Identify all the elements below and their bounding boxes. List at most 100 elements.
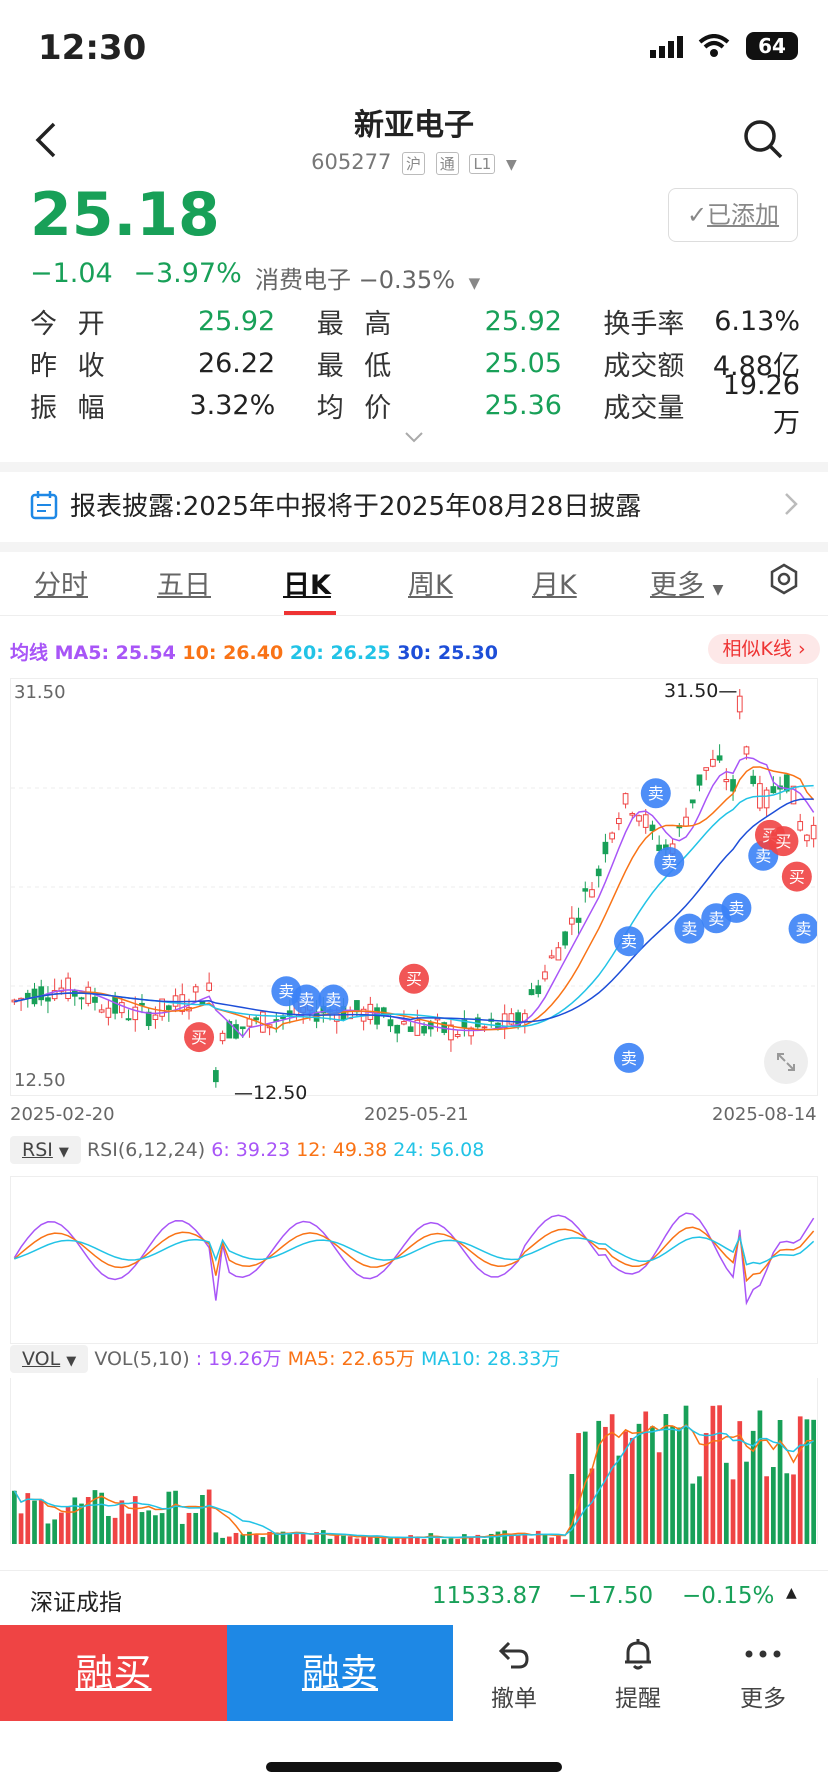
volume-bar bbox=[697, 1476, 702, 1544]
stats-row: 振 幅 3.32% 均 价 25.36 成交量 19.26万 bbox=[30, 370, 800, 439]
candle-body bbox=[145, 1011, 152, 1027]
volume-bar bbox=[415, 1536, 420, 1544]
chart-settings-icon[interactable] bbox=[768, 563, 800, 599]
tab-weekly-k[interactable]: 周K bbox=[408, 570, 453, 601]
expand-chevron-icon[interactable] bbox=[404, 428, 424, 447]
tab-intraday[interactable]: 分时 bbox=[34, 570, 88, 601]
alert-button[interactable]: 提醒 bbox=[588, 1637, 688, 1713]
volume-bar bbox=[159, 1513, 165, 1544]
volume-bar bbox=[643, 1411, 649, 1544]
candle-body bbox=[804, 834, 810, 842]
volume-bar bbox=[623, 1431, 628, 1544]
volume-bar bbox=[764, 1476, 769, 1544]
volume-bar bbox=[300, 1534, 306, 1544]
calendar-icon bbox=[30, 490, 58, 527]
rsi-selector[interactable]: RSI ▼ bbox=[10, 1136, 81, 1164]
volume-bar bbox=[683, 1405, 689, 1544]
stat-label: 振 幅 bbox=[30, 392, 111, 424]
buy-marker-label: 买 bbox=[191, 1028, 207, 1047]
volume-bar bbox=[569, 1474, 575, 1544]
candle-body bbox=[192, 986, 199, 993]
candle-body bbox=[689, 799, 696, 804]
level-tag: L1 bbox=[469, 154, 496, 174]
sector-name: 消费电子 bbox=[255, 266, 351, 294]
volume-bar bbox=[32, 1500, 37, 1544]
volume-bar bbox=[549, 1537, 555, 1544]
candle-body bbox=[743, 746, 750, 755]
wifi-icon bbox=[698, 34, 730, 62]
stock-code-row[interactable]: 605277 沪 通 L1 ▼ bbox=[0, 150, 828, 175]
volume-bar bbox=[522, 1533, 528, 1544]
volume-bar bbox=[233, 1532, 239, 1544]
candle-body bbox=[636, 815, 642, 822]
volume-bar bbox=[126, 1513, 131, 1544]
alert-label: 提醒 bbox=[615, 1686, 661, 1712]
margin-buy-button[interactable]: 融买 bbox=[0, 1625, 227, 1721]
report-notice[interactable]: 报表披露:2025年中报将于2025年08月28日披露 bbox=[0, 462, 828, 552]
search-icon[interactable] bbox=[742, 118, 784, 164]
sell-marker-label: 卖 bbox=[708, 909, 724, 928]
tab-more[interactable]: 更多 ▼ bbox=[650, 563, 723, 602]
sector-link[interactable]: 消费电子 −0.35% ▼ bbox=[255, 260, 480, 295]
candle-body bbox=[253, 1017, 260, 1021]
volume-bar bbox=[394, 1538, 400, 1544]
candle-body bbox=[394, 1024, 401, 1034]
volume-bar bbox=[193, 1512, 199, 1544]
volume-bar bbox=[482, 1539, 487, 1544]
candle-body bbox=[696, 774, 703, 786]
candle-body bbox=[716, 755, 723, 761]
sell-marker bbox=[654, 846, 685, 877]
rsi-header: RSI ▼ RSI(6,12,24) 6: 39.23 12: 49.38 24… bbox=[10, 1136, 484, 1164]
candle-body bbox=[219, 1032, 226, 1042]
candle-body bbox=[454, 1033, 461, 1037]
volume-bar bbox=[253, 1534, 259, 1544]
kline-chart[interactable]: 买卖卖卖买卖卖卖卖卖卖卖买买买卖卖 bbox=[10, 678, 819, 1096]
volume-bar bbox=[804, 1419, 810, 1544]
volume-bar bbox=[226, 1536, 232, 1544]
cancel-order-button[interactable]: 撤单 bbox=[464, 1637, 564, 1713]
volume-bar bbox=[582, 1431, 588, 1544]
candle-body bbox=[105, 1007, 112, 1018]
fullscreen-icon[interactable] bbox=[764, 1040, 808, 1084]
price-change: −1.04 −3.97% bbox=[30, 258, 242, 289]
volume-bar bbox=[448, 1538, 454, 1544]
candle-body bbox=[387, 1019, 394, 1027]
volume-bar bbox=[112, 1517, 118, 1544]
candle-body bbox=[790, 785, 797, 805]
similar-kline-button[interactable]: 相似K线 › bbox=[708, 634, 820, 664]
candle-body bbox=[98, 1009, 105, 1013]
volume-bar bbox=[367, 1537, 373, 1544]
rsi-params: RSI(6,12,24) bbox=[86, 1139, 206, 1161]
candle-body bbox=[401, 1021, 407, 1025]
candle-body bbox=[589, 889, 595, 898]
sell-marker-label: 卖 bbox=[299, 991, 315, 1010]
candle-body bbox=[213, 1070, 219, 1083]
candle-body bbox=[45, 997, 51, 1002]
current-price: 25.18 bbox=[30, 180, 220, 250]
volume-bar bbox=[52, 1519, 58, 1544]
volume-bar bbox=[354, 1538, 360, 1544]
candle-body bbox=[703, 767, 710, 771]
more-label: 更多 bbox=[740, 1686, 786, 1712]
candle-body bbox=[535, 985, 542, 995]
more-button[interactable]: 更多 bbox=[713, 1637, 813, 1713]
y-axis-max: 31.50 bbox=[14, 682, 66, 703]
x-axis-date-end: 2025-08-14 bbox=[712, 1104, 817, 1125]
volume-bar bbox=[589, 1468, 595, 1544]
stat-label: 最 低 bbox=[316, 350, 398, 382]
added-watchlist-button[interactable]: ✓已添加 bbox=[668, 188, 798, 242]
tab-daily-k[interactable]: 日K bbox=[283, 570, 331, 601]
x-axis-date-mid: 2025-05-21 bbox=[364, 1104, 469, 1125]
tab-monthly-k[interactable]: 月K bbox=[532, 570, 577, 601]
volume-bar bbox=[770, 1467, 776, 1544]
margin-sell-button[interactable]: 融卖 bbox=[227, 1625, 453, 1721]
back-icon[interactable] bbox=[34, 120, 58, 164]
candle-body bbox=[656, 844, 663, 852]
vol-selector[interactable]: VOL ▼ bbox=[10, 1345, 89, 1373]
candle-body bbox=[65, 977, 71, 1000]
stat-value: 25.05 bbox=[484, 347, 562, 379]
index-ticker[interactable]: 深证成指 11533.87 −17.50 −0.15% ▲ bbox=[0, 1570, 828, 1621]
candle-body bbox=[683, 816, 689, 827]
candle-body bbox=[555, 947, 562, 961]
tab-five-day[interactable]: 五日 bbox=[157, 570, 211, 601]
